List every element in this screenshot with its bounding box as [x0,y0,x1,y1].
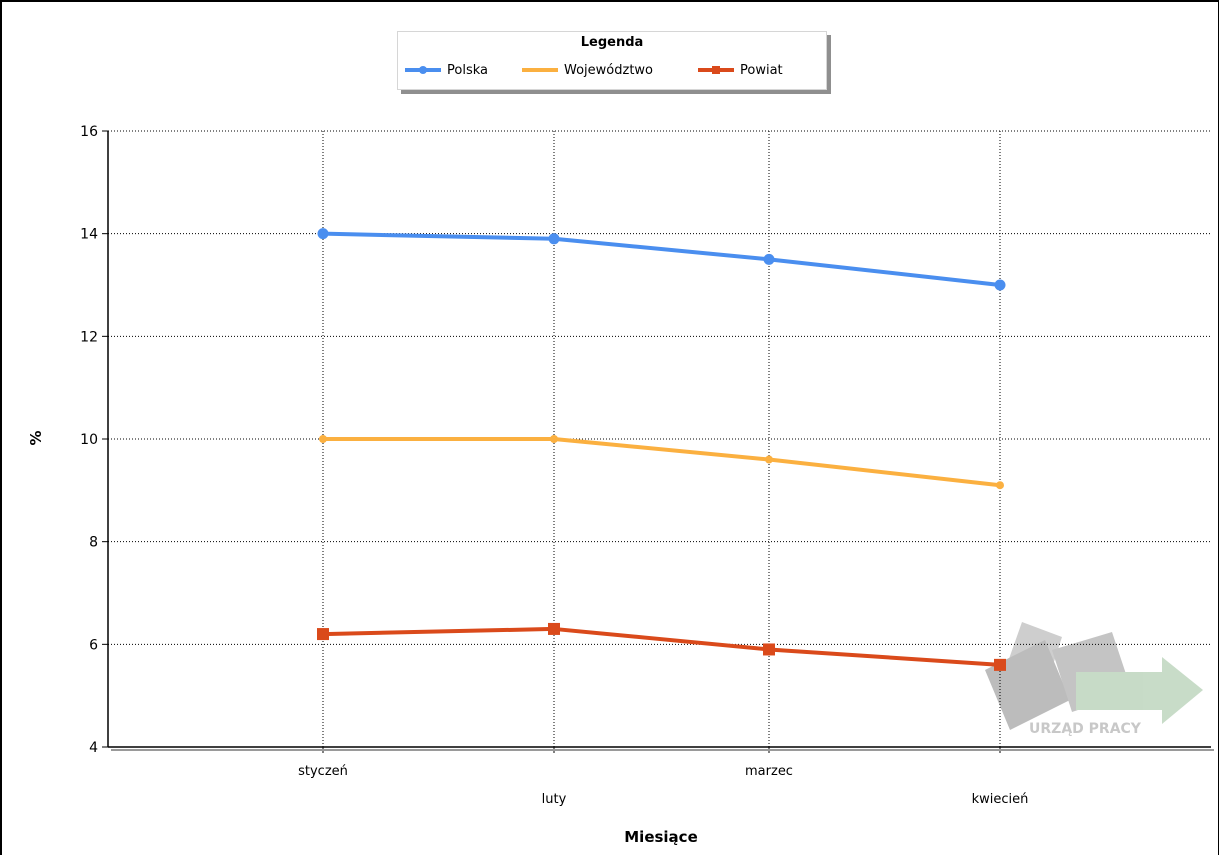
data-point [994,658,1006,671]
data-point [550,435,558,443]
legend: Legenda Polska Województwo Powiat [397,31,827,90]
legend-item-polska: Polska [405,62,488,78]
y-tick-label: 4 [89,740,98,756]
x-axis-label: Miesiące [624,828,698,846]
x-tick-label: styczeń [298,764,348,779]
y-tick-label: 8 [89,535,98,551]
x-tick-label: kwiecień [972,792,1029,807]
data-point [317,628,329,641]
data-point [763,253,775,265]
data-point [548,622,560,635]
watermark-text: URZĄD PRACY [1029,721,1142,737]
legend-item-wojewodztwo: Województwo [522,62,653,78]
legend-label-polska: Polska [447,62,488,78]
data-point [548,233,560,245]
data-point [317,228,329,240]
y-tick-label: 6 [89,637,98,653]
series-line-powiat [322,626,1001,667]
data-point [319,435,327,443]
legend-swatch-polska [405,62,441,78]
watermark-logo [985,622,1203,730]
data-point [994,279,1006,291]
series-line-polska [322,231,1001,287]
y-axis-label: % [27,430,45,446]
legend-label-wojewodztwo: Województwo [564,62,654,78]
legend-swatch-wojewodztwo [522,62,558,78]
data-point [763,643,775,656]
legend-swatch-powiat [698,62,734,78]
data-point [765,455,773,464]
y-tick-label: 14 [80,227,98,243]
x-tick-label: marzec [745,764,793,779]
series-line-województwo [323,437,1001,488]
y-tick-label: 16 [80,124,98,140]
data-point [996,481,1004,490]
y-tick-label: 12 [80,329,98,345]
y-tick-label: 10 [80,432,98,448]
x-tick-label: luty [542,792,567,807]
legend-label-powiat: Powiat [740,62,783,78]
legend-item-powiat: Powiat [698,62,783,78]
legend-title: Legenda [580,35,644,50]
